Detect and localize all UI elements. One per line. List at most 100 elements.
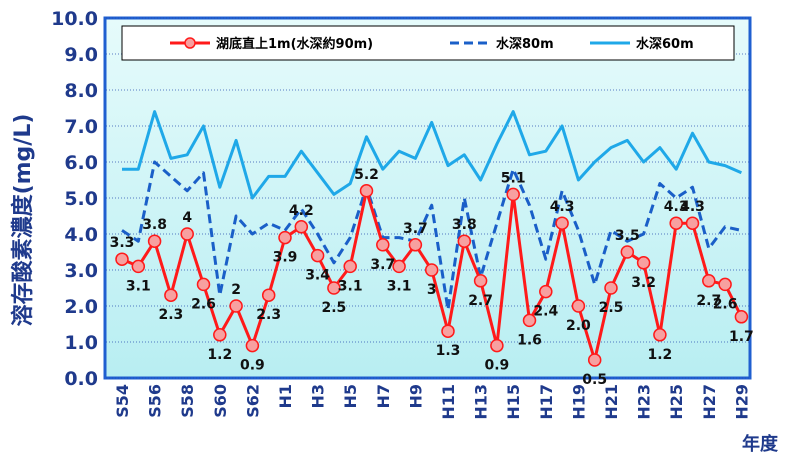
- y-axis-title: 溶存酸素濃度(mg/L): [10, 114, 36, 327]
- data-point: [604, 281, 618, 295]
- x-tick-label: H7: [374, 384, 393, 409]
- data-point: [115, 252, 129, 266]
- data-label: 1.2: [647, 347, 672, 363]
- data-label: 3.4: [305, 268, 330, 284]
- data-point: [376, 238, 390, 252]
- data-label: 3.1: [387, 278, 412, 294]
- data-label: 3.2: [631, 275, 656, 291]
- y-tick-label: 9.0: [64, 44, 98, 66]
- data-label: 4.3: [664, 199, 689, 215]
- legend-label: 水深60m: [636, 36, 694, 52]
- x-tick-label: S56: [146, 384, 165, 418]
- data-label: 3.9: [273, 250, 298, 266]
- data-point: [555, 216, 569, 230]
- data-label: 5.2: [354, 167, 379, 183]
- data-label: 3.8: [452, 217, 477, 233]
- data-point: [506, 187, 520, 202]
- data-label: 2.5: [599, 300, 624, 316]
- data-point: [702, 274, 716, 288]
- y-tick-label: 4.0: [64, 224, 98, 246]
- x-axis-title: 年度: [742, 433, 779, 455]
- data-point: [294, 220, 309, 234]
- x-tick-label: H9: [406, 384, 425, 409]
- data-label: 3.7: [403, 221, 428, 237]
- y-tick-label: 3.0: [64, 260, 98, 282]
- data-point: [343, 259, 357, 274]
- y-tick-label: 10.0: [51, 8, 98, 30]
- series-line: [122, 110, 743, 200]
- data-point: [359, 184, 374, 198]
- x-tick-label: S60: [211, 384, 230, 418]
- y-tick-label: 8.0: [64, 80, 98, 102]
- y-tick-label: 5.0: [64, 188, 98, 210]
- data-label: 3.7: [370, 257, 395, 273]
- data-point: [457, 234, 472, 248]
- data-point: [571, 299, 586, 313]
- data-label: 0.9: [484, 358, 509, 374]
- y-tick-label: 2.0: [64, 296, 98, 318]
- data-point: [261, 288, 276, 302]
- x-tick-label: H1: [276, 384, 295, 409]
- data-label: 2.7: [468, 293, 493, 309]
- data-point: [327, 281, 341, 295]
- data-point: [669, 216, 683, 230]
- data-label: 0.5: [582, 372, 607, 388]
- legend-label: 水深80m: [496, 36, 554, 52]
- data-label: 2.3: [256, 307, 281, 323]
- data-label: 4: [182, 210, 192, 226]
- data-point: [408, 238, 423, 252]
- data-point: [620, 245, 635, 259]
- data-point: [718, 277, 732, 292]
- data-point: [441, 324, 455, 338]
- data-point: [164, 288, 178, 302]
- data-label: 2.0: [566, 318, 591, 334]
- legend-marker: [184, 37, 196, 49]
- x-tick-label: H11: [439, 384, 458, 420]
- x-tick-label: H21: [602, 384, 621, 420]
- data-label: 1.3: [436, 343, 461, 359]
- data-label: 2.6: [191, 296, 216, 312]
- x-tick-label: H3: [309, 384, 328, 409]
- data-label: 2: [231, 282, 241, 298]
- data-point: [636, 256, 651, 270]
- data-point: [587, 353, 602, 367]
- data-label: 2.7: [696, 293, 721, 309]
- data-label: 3.8: [142, 217, 167, 233]
- data-label: 1.2: [207, 347, 232, 363]
- data-label: 2.3: [158, 307, 183, 323]
- data-point: [473, 274, 488, 288]
- data-label: 3.5: [615, 228, 640, 244]
- data-point: [490, 338, 504, 353]
- y-tick-label: 7.0: [64, 116, 98, 138]
- x-tick-label: S62: [243, 384, 262, 418]
- x-tick-label: H19: [569, 384, 588, 420]
- data-point: [245, 338, 260, 353]
- legend-label: 湖底直上1m(水深約90m): [216, 36, 373, 52]
- data-point: [278, 230, 292, 245]
- data-point: [522, 313, 537, 328]
- x-tick-label: H23: [635, 384, 654, 420]
- x-tick-label: H27: [700, 384, 719, 420]
- data-point: [424, 263, 439, 277]
- y-tick-label: 0.0: [64, 368, 98, 390]
- data-point: [310, 248, 325, 263]
- data-point: [653, 328, 667, 342]
- y-tick-label: 6.0: [64, 152, 98, 174]
- data-point: [180, 227, 194, 241]
- data-point: [229, 299, 243, 313]
- data-label: 0.9: [240, 358, 265, 374]
- data-point: [196, 277, 211, 292]
- data-label: 5.1: [501, 170, 526, 186]
- y-tick-label: 1.0: [64, 332, 98, 354]
- data-point: [131, 259, 146, 274]
- data-label: 3.3: [110, 235, 135, 251]
- x-tick-label: H13: [472, 384, 491, 420]
- data-label: 2.6: [713, 296, 738, 312]
- data-label: 4.2: [289, 203, 314, 219]
- data-label: 2.5: [321, 300, 346, 316]
- data-point: [539, 284, 553, 299]
- x-tick-label: H17: [537, 384, 556, 420]
- data-label: 2.4: [533, 304, 558, 320]
- x-tick-label: S54: [113, 384, 132, 418]
